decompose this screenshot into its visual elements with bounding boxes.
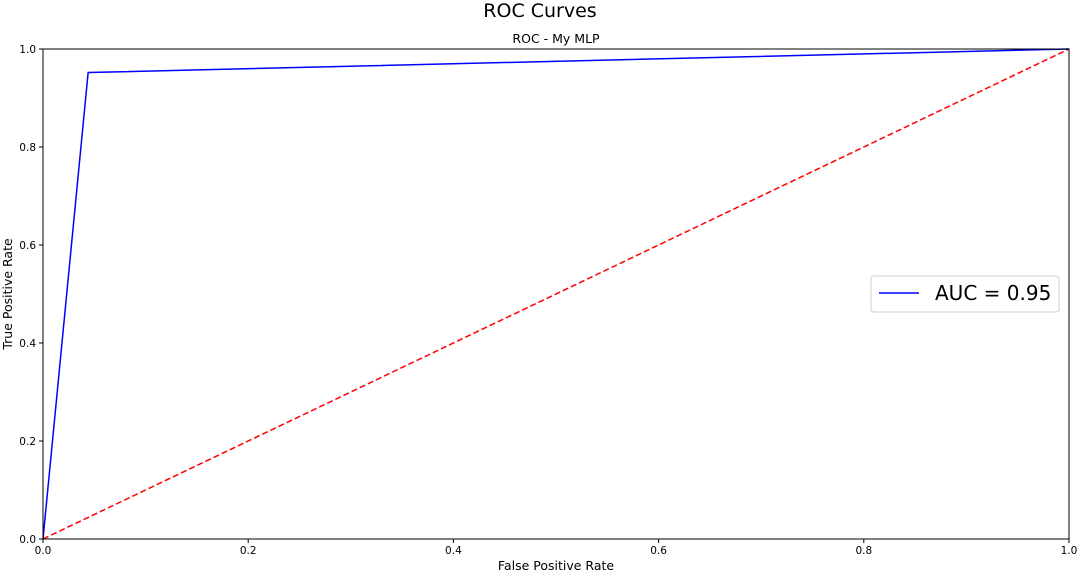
x-tick-label: 0.0 <box>35 545 52 557</box>
axes-title: ROC - My MLP <box>512 31 600 46</box>
y-axis-label: True Positive Rate <box>0 238 15 351</box>
x-tick-label: 0.4 <box>445 545 462 557</box>
x-axis-label: False Positive Rate <box>498 558 614 573</box>
legend-box <box>870 275 1060 313</box>
y-tick-label: 1.0 <box>19 44 36 56</box>
roc-curve-line <box>42 48 1070 540</box>
chance-diagonal-line <box>42 48 1070 540</box>
y-tick-label: 0.6 <box>19 240 36 252</box>
x-tick-label: 0.8 <box>855 545 872 557</box>
x-axis-ticks: 0.0 0.2 0.4 0.6 0.8 1.0 <box>35 539 1078 557</box>
y-tick-label: 0.2 <box>19 436 36 448</box>
legend-label: AUC = 0.95 <box>935 281 1051 305</box>
y-axis-ticks: 0.0 0.2 0.4 0.6 0.8 1.0 <box>19 44 43 546</box>
x-tick-label: 0.2 <box>240 545 257 557</box>
series-layer <box>42 48 1070 540</box>
y-tick-label: 0.4 <box>19 338 36 350</box>
y-tick-label: 0.8 <box>19 142 36 154</box>
figure-title: ROC Curves <box>483 0 596 22</box>
y-tick-label: 0.0 <box>19 534 36 546</box>
legend: AUC = 0.95 <box>870 275 1060 313</box>
x-tick-label: 1.0 <box>1061 545 1078 557</box>
plot-frame <box>42 48 1070 540</box>
x-tick-label: 0.6 <box>650 545 667 557</box>
